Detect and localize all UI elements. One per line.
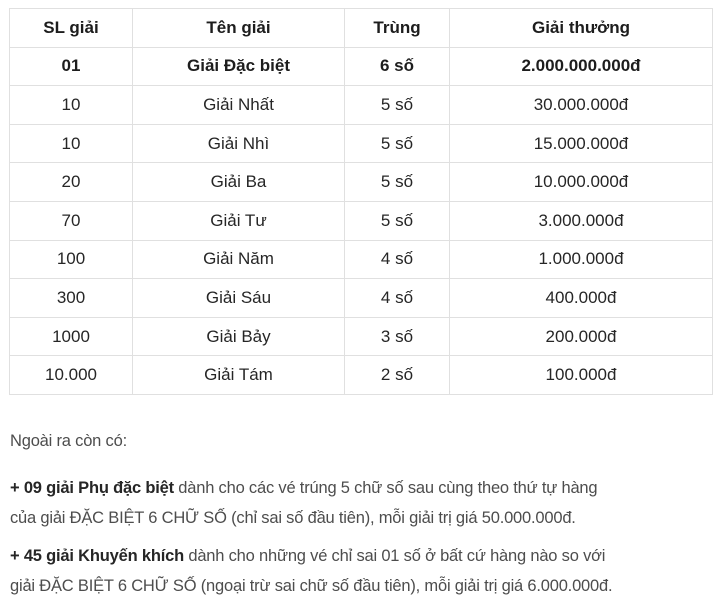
table-row: 100 Giải Năm 4 số 1.000.000đ xyxy=(9,239,713,280)
cell-match: 6 số xyxy=(344,46,450,87)
cell-prize-value: 3.000.000đ xyxy=(449,200,713,241)
table-row: 10 Giải Nhất 5 số 30.000.000đ xyxy=(9,85,713,125)
cell-prize-name: Giải Sáu xyxy=(132,278,345,318)
cell-quantity: 01 xyxy=(9,46,133,87)
cell-prize-value: 15.000.000đ xyxy=(449,123,713,164)
cell-match: 2 số xyxy=(344,355,450,395)
header-prize-name: Tên giải xyxy=(132,8,345,48)
cell-quantity: 20 xyxy=(9,162,133,202)
table-row: 20 Giải Ba 5 số 10.000.000đ xyxy=(9,162,713,202)
table-row: 300 Giải Sáu 4 số 400.000đ xyxy=(9,278,713,318)
note-text: của giải ĐẶC BIỆT 6 CHỮ SỐ (chỉ sai số đ… xyxy=(10,508,576,527)
cell-match: 5 số xyxy=(344,85,450,125)
cell-match: 5 số xyxy=(344,162,450,202)
cell-match: 4 số xyxy=(344,278,450,318)
cell-match: 5 số xyxy=(344,123,450,164)
notes-intro: Ngoài ra còn có: xyxy=(10,431,127,450)
note-line: + 45 giải Khuyến khích dành cho những vé… xyxy=(10,541,712,571)
table-header-row: SL giải Tên giải Trùng Giải thưởng xyxy=(9,8,713,48)
note-line: của giải ĐẶC BIỆT 6 CHỮ SỐ (chỉ sai số đ… xyxy=(10,503,712,533)
cell-quantity: 10.000 xyxy=(9,355,133,395)
note-bold-label: + 45 giải Khuyến khích xyxy=(10,546,184,565)
note-consolation-prize: + 45 giải Khuyến khích dành cho những vé… xyxy=(10,541,712,601)
table-row: 10 Giải Nhì 5 số 15.000.000đ xyxy=(9,123,713,164)
note-line: + 09 giải Phụ đặc biệt dành cho các vé t… xyxy=(10,473,712,503)
cell-prize-value: 10.000.000đ xyxy=(449,162,713,202)
note-line: giải ĐẶC BIỆT 6 CHỮ SỐ (ngoại trừ sai ch… xyxy=(10,571,712,601)
cell-quantity: 100 xyxy=(9,239,133,280)
cell-prize-name: Giải Tám xyxy=(132,355,345,395)
table-row: 10.000 Giải Tám 2 số 100.000đ xyxy=(9,355,713,395)
cell-prize-name: Giải Đặc biệt xyxy=(132,46,345,87)
cell-prize-value: 30.000.000đ xyxy=(449,85,713,125)
cell-prize-name: Giải Bảy xyxy=(132,316,345,357)
cell-quantity: 70 xyxy=(9,200,133,241)
header-match: Trùng xyxy=(344,8,450,48)
cell-prize-value: 100.000đ xyxy=(449,355,713,395)
table-row: 70 Giải Tư 5 số 3.000.000đ xyxy=(9,200,713,241)
cell-prize-name: Giải Năm xyxy=(132,239,345,280)
header-quantity: SL giải xyxy=(9,8,133,48)
note-text: giải ĐẶC BIỆT 6 CHỮ SỐ (ngoại trừ sai ch… xyxy=(10,576,613,595)
cell-prize-name: Giải Ba xyxy=(132,162,345,202)
cell-quantity: 10 xyxy=(9,85,133,125)
table-row: 1000 Giải Bảy 3 số 200.000đ xyxy=(9,316,713,357)
prize-structure-table: SL giải Tên giải Trùng Giải thưởng 01 Gi… xyxy=(9,8,713,395)
cell-prize-name: Giải Nhì xyxy=(132,123,345,164)
header-prize-value: Giải thưởng xyxy=(449,8,713,48)
note-text: dành cho các vé trúng 5 chữ số sau cùng … xyxy=(173,478,598,497)
note-special-sub-prize: + 09 giải Phụ đặc biệt dành cho các vé t… xyxy=(10,473,712,533)
note-bold-label: + 09 giải Phụ đặc biệt xyxy=(10,478,174,497)
cell-prize-value: 1.000.000đ xyxy=(449,239,713,280)
cell-prize-name: Giải Nhất xyxy=(132,85,345,125)
table-row: 01 Giải Đặc biệt 6 số 2.000.000.000đ xyxy=(9,46,713,87)
cell-quantity: 300 xyxy=(9,278,133,318)
cell-quantity: 10 xyxy=(9,123,133,164)
cell-match: 5 số xyxy=(344,200,450,241)
cell-prize-value: 400.000đ xyxy=(449,278,713,318)
additional-prizes-notes: Ngoài ra còn có: + 09 giải Phụ đặc biệt … xyxy=(10,431,712,601)
cell-match: 4 số xyxy=(344,239,450,280)
cell-quantity: 1000 xyxy=(9,316,133,357)
cell-match: 3 số xyxy=(344,316,450,357)
cell-prize-value: 200.000đ xyxy=(449,316,713,357)
note-text: dành cho những vé chỉ sai 01 số ở bất cứ… xyxy=(183,546,606,565)
cell-prize-value: 2.000.000.000đ xyxy=(449,46,713,87)
cell-prize-name: Giải Tư xyxy=(132,200,345,241)
